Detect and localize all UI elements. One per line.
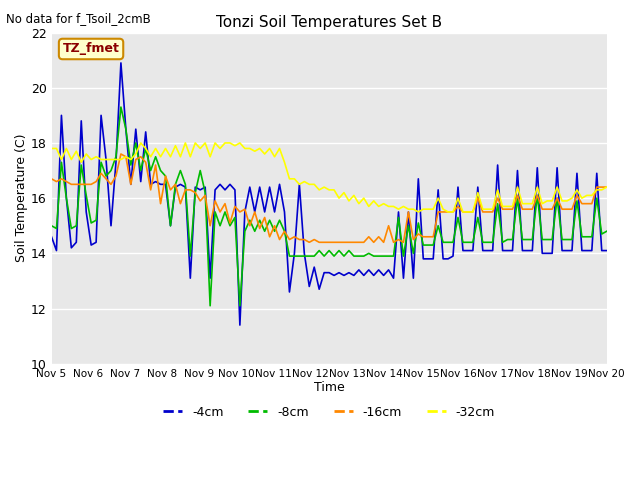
Y-axis label: Soil Temperature (C): Soil Temperature (C) [15,134,28,263]
-8cm [63,195,70,201]
-32cm [518,201,526,206]
Line: -4cm: -4cm [51,63,607,325]
-32cm [47,145,55,151]
-32cm [137,140,145,146]
-32cm [231,143,239,149]
-16cm [117,151,125,157]
-4cm [63,195,70,201]
-16cm [603,184,611,190]
-8cm [67,226,75,231]
-4cm [47,234,55,240]
-16cm [63,179,70,184]
X-axis label: Time: Time [314,382,344,395]
-16cm [518,206,526,212]
-4cm [236,322,244,328]
-32cm [603,184,611,190]
-4cm [518,248,526,253]
-8cm [603,228,611,234]
-4cm [67,245,75,251]
-4cm [117,60,125,66]
-4cm [474,184,482,190]
Text: TZ_fmet: TZ_fmet [63,43,120,56]
-32cm [63,145,70,151]
Line: -16cm: -16cm [51,154,607,242]
Legend: -4cm, -8cm, -16cm, -32cm: -4cm, -8cm, -16cm, -32cm [158,401,500,424]
-8cm [117,104,125,110]
-16cm [231,204,239,209]
Text: No data for f_Tsoil_2cmB: No data for f_Tsoil_2cmB [6,12,151,25]
-16cm [67,181,75,187]
-32cm [573,187,580,193]
-8cm [206,303,214,309]
Title: Tonzi Soil Temperatures Set B: Tonzi Soil Temperatures Set B [216,15,442,30]
-16cm [573,192,580,198]
-8cm [518,237,526,242]
-4cm [573,170,580,176]
-32cm [67,156,75,162]
-8cm [573,198,580,204]
-4cm [603,248,611,253]
-8cm [236,303,244,309]
-16cm [47,176,55,182]
-8cm [474,215,482,220]
-8cm [47,223,55,228]
-16cm [305,240,313,245]
-4cm [231,187,239,193]
-32cm [415,209,422,215]
-16cm [474,195,482,201]
-32cm [474,190,482,195]
Line: -32cm: -32cm [51,143,607,212]
Line: -8cm: -8cm [51,107,607,306]
